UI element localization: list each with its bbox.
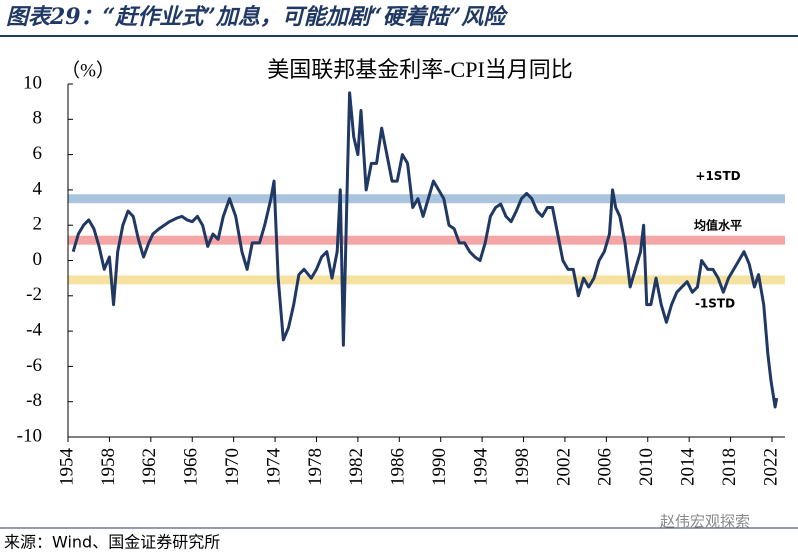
- y-tick-label: 6: [33, 143, 43, 164]
- x-tick-label: 2010: [636, 448, 657, 486]
- x-tick-label: 1962: [139, 448, 160, 486]
- plot: +1STD 均值水平 -1STD -10 -8 -6 -4 -2 0 2 4 6 8 10 1954 1958…: [17, 72, 785, 486]
- band: [68, 275, 785, 285]
- x-tick-label: 1978: [305, 448, 326, 486]
- y-tick-label: -10: [17, 425, 42, 446]
- x-tick-label: 1970: [222, 448, 243, 486]
- x-tick-label: 1982: [346, 448, 367, 486]
- x-tick-label: 2006: [595, 448, 616, 486]
- x-tick-label: 2022: [760, 448, 781, 486]
- watermark: 赵伟宏观探索: [660, 513, 750, 531]
- chart-title: 美国联邦基金利率-CPI当月同比: [267, 57, 573, 82]
- x-tick-label: 2002: [553, 448, 574, 486]
- header-title: 图表29：“赶作业式”加息，可能加剧“硬着陆”风险: [6, 4, 509, 30]
- y-tick-label: 4: [33, 178, 43, 199]
- y-tick-label: 2: [33, 214, 43, 235]
- y-tick-label: 0: [33, 249, 43, 270]
- y-tick-label: -4: [26, 319, 42, 340]
- x-tick-label: 2018: [719, 448, 740, 486]
- band: [68, 194, 785, 204]
- x-tick-label: 1958: [98, 448, 119, 486]
- band: [68, 235, 785, 245]
- band-label: 均值水平: [694, 218, 742, 233]
- x-tick-label: 1974: [263, 448, 284, 487]
- y-tick-label: 10: [23, 72, 42, 93]
- x-tick-label: 1954: [56, 448, 77, 487]
- y-tick-label: -2: [26, 284, 42, 305]
- y-tick-label: -8: [26, 390, 42, 411]
- x-tick-label: 1966: [181, 448, 202, 486]
- line: [71, 91, 779, 409]
- source: 来源：Wind、国金证券研究所: [4, 533, 220, 552]
- x-tick-label: 1994: [470, 448, 491, 487]
- x-tick-label: 2014: [678, 448, 699, 487]
- band-label: -1STD: [695, 296, 735, 310]
- y-tick-label: -6: [26, 355, 42, 376]
- y-unit: （%）: [61, 59, 115, 81]
- x-tick-label: 1998: [512, 448, 533, 486]
- x-tick-label: 1986: [388, 448, 409, 486]
- y-tick-label: 8: [33, 108, 43, 129]
- x-tick-label: 1990: [429, 448, 450, 486]
- band-label: +1STD: [695, 169, 740, 183]
